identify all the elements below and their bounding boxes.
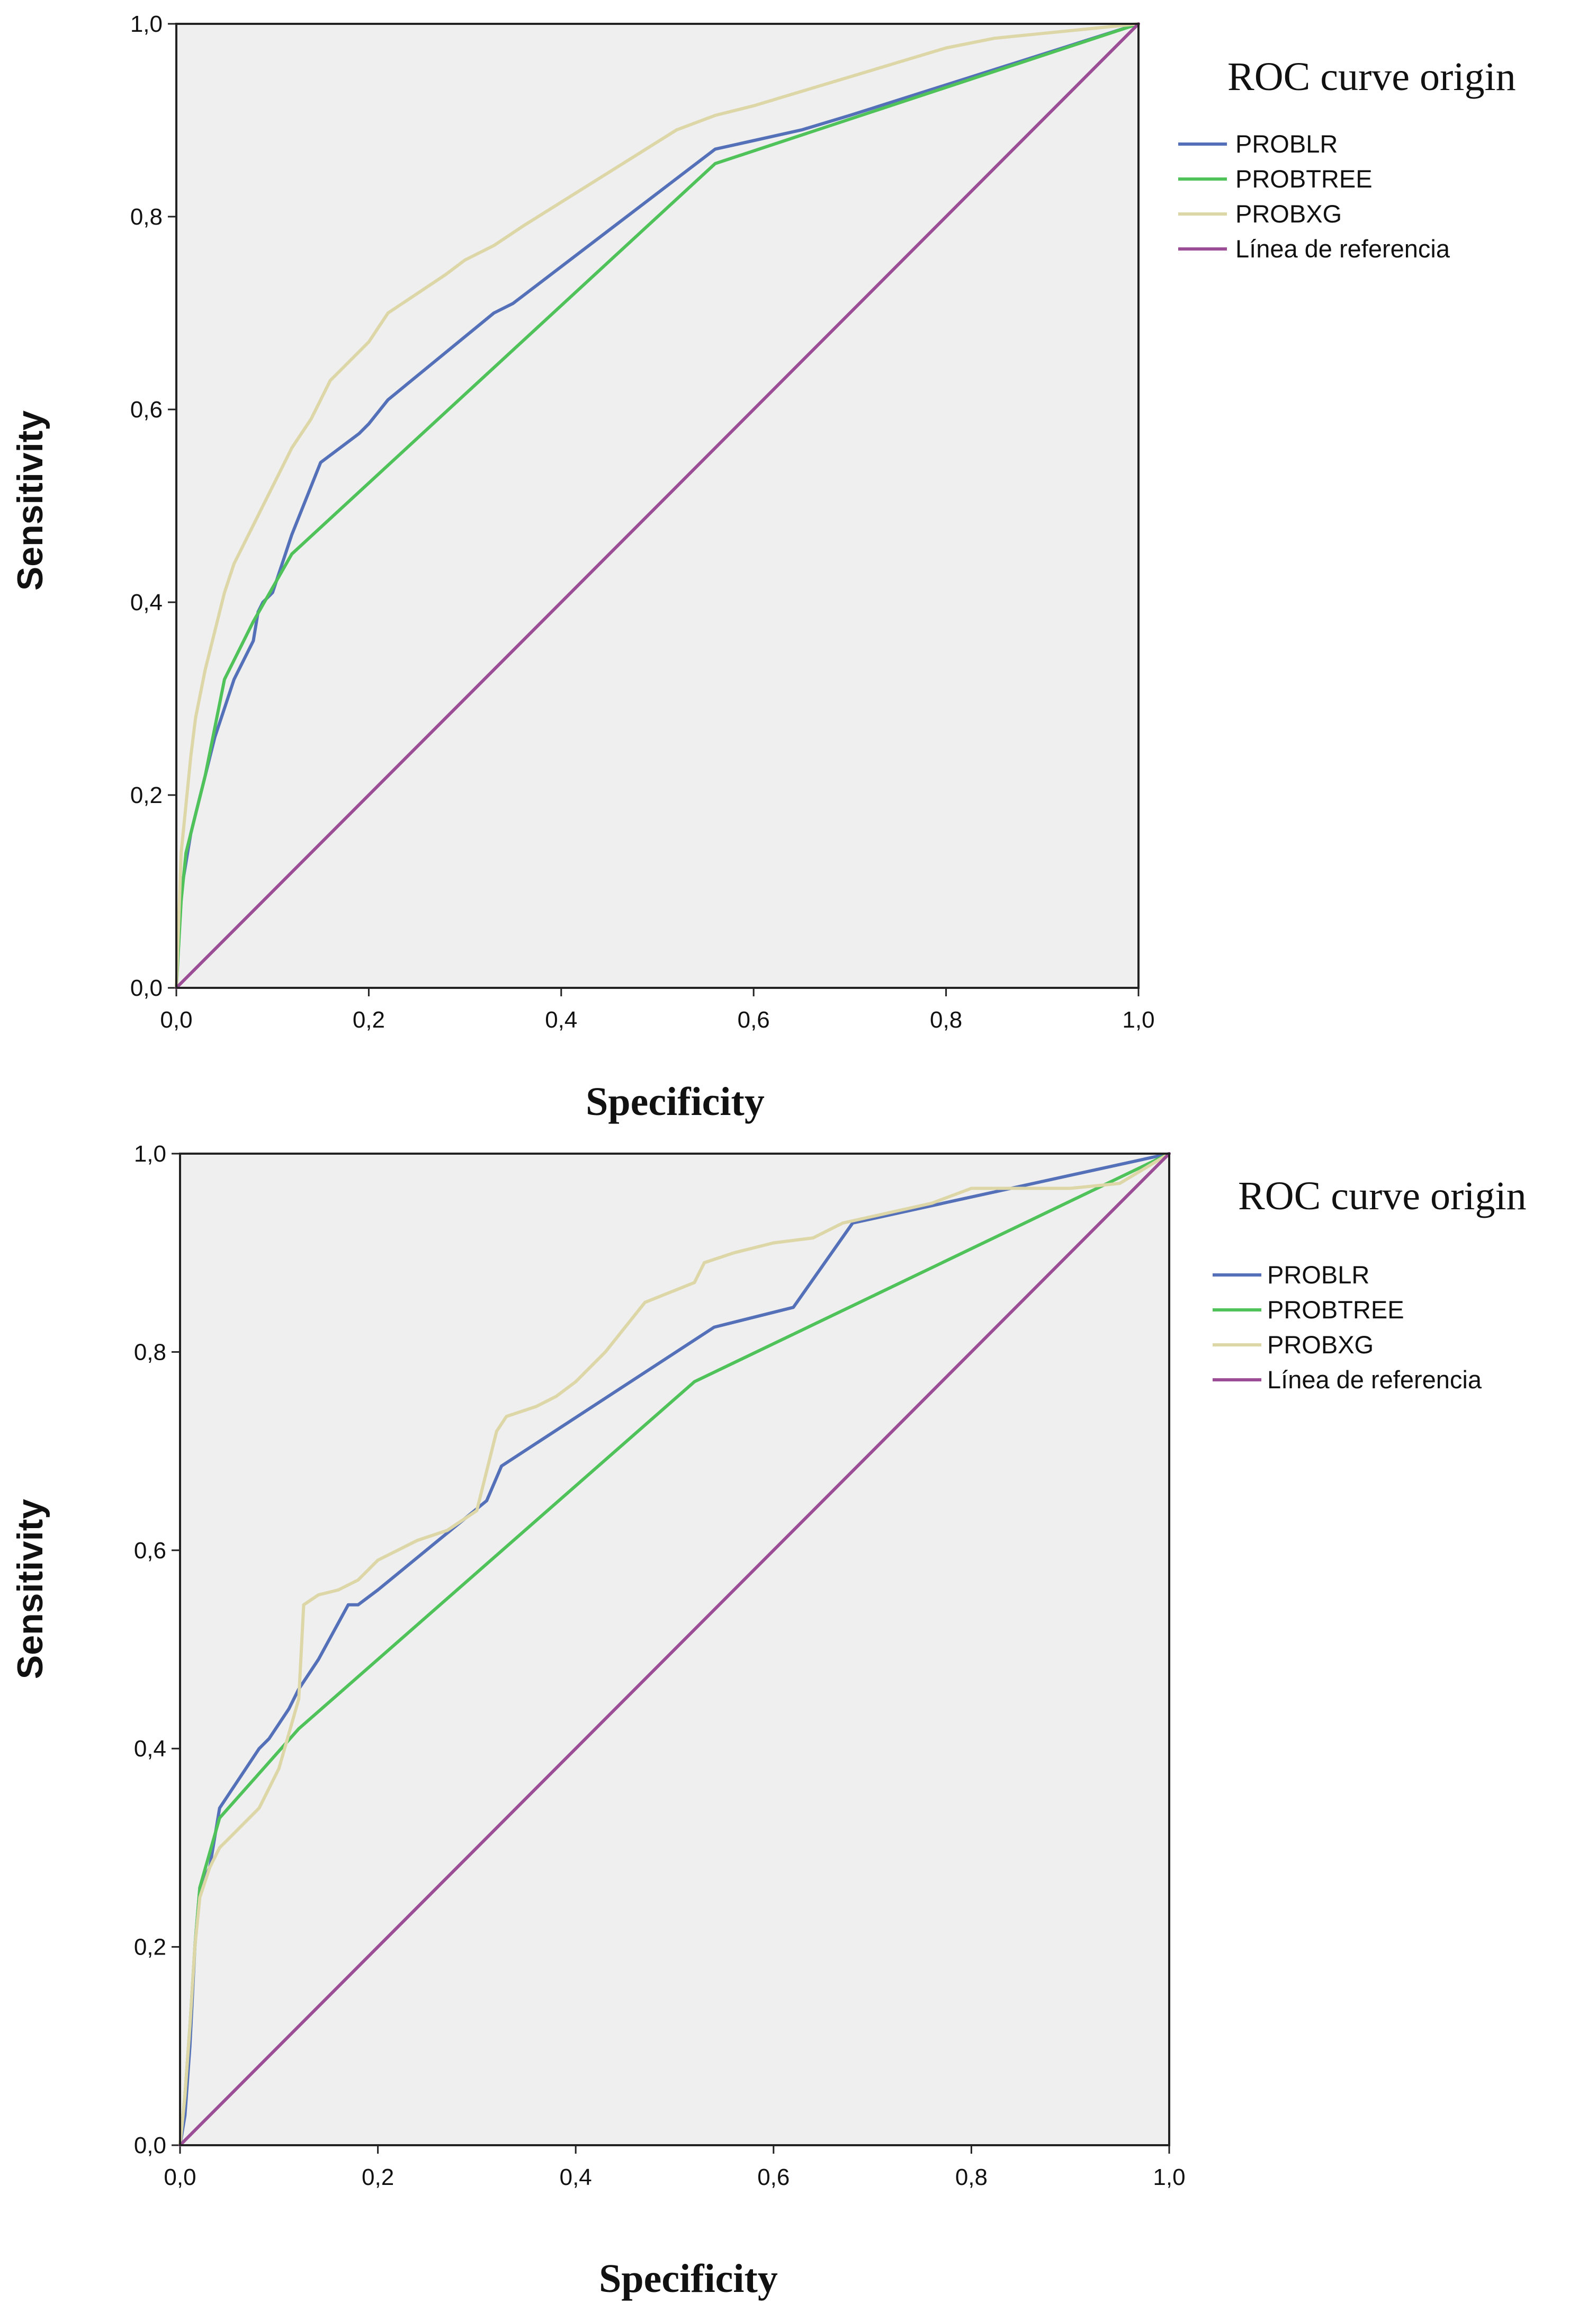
y-axis-label: Sensitivity	[10, 1499, 50, 1679]
roc-chart-top: 0,0 0,2 0,4 0,6 0,8 1,0 0,0 0,2 0,4 0,6 0,8 1,0 Sens…	[10, 11, 1516, 1124]
x-tick-label: 0,4	[560, 2164, 592, 2190]
series-line-probxg	[175, 22, 1140, 989]
series-line-probtree	[175, 22, 1140, 989]
x-tick-label: 1,0	[1122, 1007, 1154, 1033]
legend-label: PROBTREE	[1267, 1296, 1404, 1324]
legend-label: PROBXG	[1235, 200, 1342, 228]
y-tick-label: 1,0	[134, 1141, 166, 1167]
x-tick-label: 0,0	[160, 1007, 192, 1033]
y-tick-label: 0,8	[134, 1339, 166, 1365]
y-tick-label: 0,0	[130, 975, 163, 1001]
roc-chart-bottom: 0,0 0,2 0,4 0,6 0,8 1,0 0,0 0,2 0,4 0,6 0,8 1,0 Sens…	[10, 1141, 1527, 2301]
x-tick-label: 0,2	[362, 2164, 394, 2190]
series-line-probxg	[178, 1152, 1171, 2147]
legend-title: ROC curve origin	[1238, 1174, 1527, 1218]
y-tick-label: 0,4	[130, 590, 163, 615]
x-tick-label: 0,8	[955, 2164, 988, 2190]
x-tick-label: 0,8	[930, 1007, 962, 1033]
y-tick-label: 0,2	[134, 1934, 166, 1960]
y-tick-label: 0,8	[130, 204, 163, 230]
y-tick-label: 0,6	[134, 1538, 166, 1564]
y-tick-label: 0,6	[130, 397, 163, 423]
legend-label: PROBLR	[1235, 130, 1338, 158]
legend-title: ROC curve origin	[1227, 55, 1516, 99]
x-tick-label: 0,0	[164, 2164, 196, 2190]
legend-label: Línea de referencia	[1267, 1366, 1482, 1394]
x-tick-label: 1,0	[1153, 2164, 1185, 2190]
plot-frame	[179, 1153, 1170, 2146]
x-tick-label: 0,6	[757, 2164, 790, 2190]
legend-label: Línea de referencia	[1235, 235, 1450, 263]
y-tick-label: 0,0	[134, 2132, 166, 2158]
series-line-l-nea-de-referencia	[178, 1152, 1171, 2147]
y-tick-label: 0,2	[130, 782, 163, 808]
legend-label: PROBLR	[1267, 1261, 1369, 1289]
plot-frame	[175, 23, 1140, 989]
legend-label: PROBTREE	[1235, 165, 1373, 193]
x-tick-label: 0,4	[545, 1007, 577, 1033]
x-tick-label: 0,2	[353, 1007, 385, 1033]
x-axis-label: Specificity	[586, 1079, 765, 1124]
y-tick-label: 1,0	[130, 11, 163, 37]
x-tick-label: 0,6	[738, 1007, 770, 1033]
series-line-l-nea-de-referencia	[175, 22, 1140, 989]
legend-label: PROBXG	[1267, 1331, 1374, 1359]
x-axis-label: Specificity	[599, 2256, 778, 2301]
y-tick-label: 0,4	[134, 1736, 166, 1762]
y-axis-label: Sensitivity	[10, 411, 50, 591]
